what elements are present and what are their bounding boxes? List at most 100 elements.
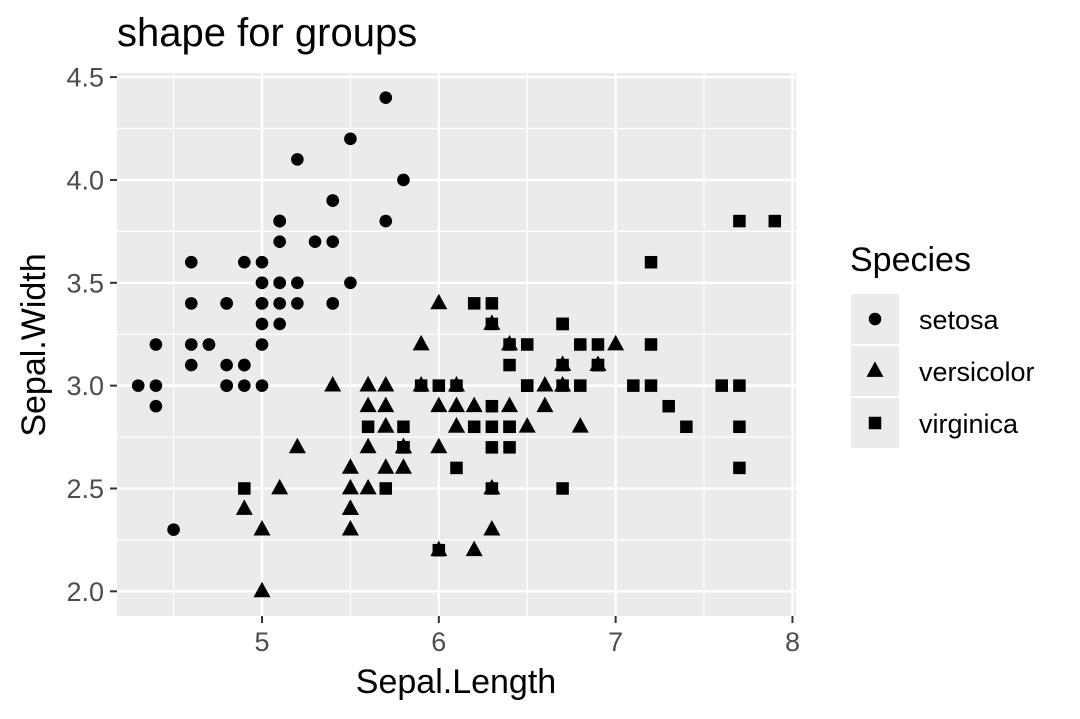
virginica-point: [467, 420, 481, 434]
virginica-point: [556, 379, 569, 392]
virginica-point: [715, 379, 728, 392]
setosa-point: [291, 153, 304, 166]
virginica-point: [556, 317, 569, 331]
setosa-point: [184, 338, 198, 351]
legend-item-versicolor: versicolor: [851, 346, 1035, 396]
setosa-point: [291, 276, 304, 290]
setosa-point: [255, 338, 269, 351]
virginica-point: [680, 420, 693, 434]
setosa-point: [184, 358, 198, 372]
square-legend-symbol: [868, 416, 882, 430]
virginica-point: [644, 255, 658, 269]
versicolor-point: [341, 520, 359, 536]
virginica-point: [432, 379, 446, 392]
versicolor-point: [253, 581, 271, 598]
y-tick-label: 2.5: [66, 474, 104, 504]
virginica-point: [733, 214, 746, 228]
virginica-point: [485, 420, 499, 434]
versicolor-point: [359, 396, 377, 413]
circle-legend-symbol: [868, 312, 882, 326]
legend: Species setosa versicolor virginica: [850, 241, 1035, 448]
x-tick-label: 7: [608, 627, 623, 657]
setosa-point: [255, 317, 269, 331]
x-tick-label: 5: [254, 627, 269, 657]
virginica-point: [432, 543, 446, 557]
setosa-point: [326, 194, 340, 207]
legend-label: virginica: [919, 409, 1019, 439]
legend-item-virginica: virginica: [851, 398, 1019, 448]
versicolor-point: [359, 437, 377, 454]
virginica-point: [361, 420, 375, 434]
triangle-legend-symbol: [866, 361, 884, 377]
versicolor-point: [571, 417, 589, 433]
virginica-point: [662, 399, 675, 413]
versicolor-point: [536, 396, 554, 413]
setosa-point: [149, 399, 163, 413]
setosa-point: [220, 379, 233, 392]
setosa-point: [220, 358, 233, 372]
setosa-point: [273, 276, 286, 290]
virginica-point: [733, 379, 746, 392]
setosa-point: [344, 276, 357, 290]
versicolor-point: [518, 417, 536, 433]
setosa-point: [255, 297, 269, 310]
setosa-point: [273, 235, 286, 248]
legend-item-setosa: setosa: [851, 294, 1000, 344]
versicolor-point: [430, 293, 448, 310]
versicolor-point: [448, 417, 465, 433]
versicolor-point: [394, 458, 412, 474]
versicolor-point: [536, 376, 554, 392]
setosa-point: [238, 379, 251, 392]
minor-gridlines: [117, 73, 796, 616]
setosa-point: [184, 297, 198, 310]
versicolor-point: [430, 437, 448, 454]
setosa-point: [255, 276, 269, 290]
chart-title: shape for groups: [117, 11, 417, 55]
virginica-point: [503, 441, 516, 454]
y-tick-label: 4.5: [66, 63, 104, 93]
setosa-point: [326, 297, 340, 310]
virginica-point: [485, 297, 499, 310]
y-tick-label: 3.5: [66, 268, 104, 298]
setosa-point: [379, 91, 393, 104]
versicolor-point: [377, 417, 395, 433]
virginica-point: [379, 482, 393, 495]
versicolor-point: [448, 396, 465, 413]
y-tick-label: 2.0: [66, 577, 104, 607]
versicolor-point: [412, 334, 430, 351]
virginica-point: [556, 358, 569, 372]
virginica-point: [467, 297, 481, 310]
setosa-point: [184, 255, 198, 269]
versicolor-point: [359, 376, 377, 392]
virginica-point: [414, 379, 428, 392]
legend-title: Species: [850, 241, 971, 279]
virginica-point: [733, 420, 746, 434]
virginica-point: [450, 461, 463, 475]
setosa-point: [397, 173, 410, 187]
virginica-point: [644, 379, 658, 392]
y-axis: 2.0 2.5 3.0 3.5 4.0 4.5: [66, 63, 117, 607]
versicolor-point: [324, 376, 342, 392]
setosa-point: [291, 297, 304, 310]
x-tick-label: 6: [431, 627, 446, 657]
virginica-point: [485, 317, 499, 331]
versicolor-point: [607, 334, 625, 351]
legend-label: versicolor: [919, 357, 1035, 387]
versicolor-point: [359, 478, 377, 495]
setosa-point: [273, 214, 286, 228]
setosa-point: [238, 255, 251, 269]
setosa-point: [379, 214, 393, 228]
virginica-point: [503, 420, 516, 434]
major-gridlines: [117, 73, 796, 616]
virginica-point: [485, 482, 499, 495]
setosa-point: [131, 379, 145, 392]
setosa-point: [238, 358, 251, 372]
virginica-point: [591, 358, 605, 372]
virginica-point: [397, 420, 410, 434]
setosa-point: [149, 338, 163, 351]
setosa-point: [149, 379, 163, 392]
versicolor-point: [377, 376, 395, 392]
setosa-point: [255, 379, 269, 392]
y-tick-label: 4.0: [66, 165, 104, 195]
